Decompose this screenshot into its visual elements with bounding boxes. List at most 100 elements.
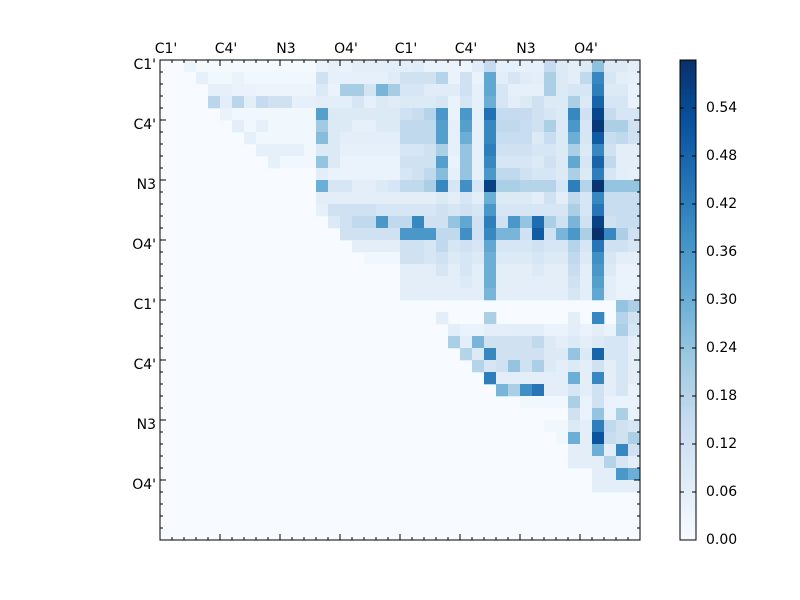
heatmap-cell [616, 60, 629, 73]
heatmap-cell [520, 252, 533, 265]
colorbar-tick-label: 0.54 [706, 100, 737, 116]
heatmap-cell [292, 120, 305, 133]
heatmap-cell [604, 432, 617, 445]
heatmap-cell [460, 108, 473, 121]
heatmap-cell [448, 96, 461, 109]
heatmap-cell [460, 324, 473, 337]
heatmap-cell [340, 228, 353, 241]
x-tick-labels: C1' C4' N3 O4' C1' C4' N3 O4' [155, 41, 598, 57]
heatmap-cell [520, 336, 533, 349]
x-tick-label: C4' [455, 41, 478, 57]
heatmap-cell [520, 180, 533, 193]
heatmap-cell [556, 156, 569, 169]
heatmap-cell [364, 108, 377, 121]
heatmap-cell [484, 312, 497, 325]
heatmap-cell [448, 132, 461, 145]
heatmap-cell [556, 96, 569, 109]
heatmap-cell [580, 444, 593, 457]
heatmap-cell [376, 204, 389, 217]
heatmap-cell [412, 156, 425, 169]
heatmap-cell [580, 132, 593, 145]
heatmap-cell [508, 204, 521, 217]
y-tick-labels: C1' C4' N3 O4' C1' C4' N3 O4' [132, 57, 156, 493]
heatmap-cell [628, 432, 641, 445]
x-tick-label: N3 [276, 41, 295, 57]
heatmap-cell [568, 228, 581, 241]
heatmap-cell [304, 120, 317, 133]
heatmap-cell [604, 480, 617, 493]
heatmap-cell [628, 264, 641, 277]
heatmap-cell [508, 132, 521, 145]
heatmap-cell [520, 384, 533, 397]
heatmap-cell [256, 132, 269, 145]
heatmap-cell [472, 192, 485, 205]
heatmap-cell [316, 132, 329, 145]
heatmap-cell [580, 108, 593, 121]
heatmap-cell [484, 336, 497, 349]
heatmap-cell [388, 168, 401, 181]
heatmap-cell [544, 192, 557, 205]
heatmap-cell [628, 84, 641, 97]
heatmap-cell [592, 276, 605, 289]
heatmap-cell [616, 216, 629, 229]
heatmap-cell [376, 72, 389, 85]
heatmap-cell [568, 108, 581, 121]
heatmap-cell [628, 288, 641, 301]
heatmap-cell [532, 240, 545, 253]
heatmap-cell [400, 96, 413, 109]
heatmap-cell [448, 72, 461, 85]
heatmap-cell [268, 144, 281, 157]
heatmap-cell [508, 60, 521, 73]
heatmap-cell [472, 120, 485, 133]
heatmap-cell [592, 180, 605, 193]
heatmap-cell [448, 180, 461, 193]
heatmap-cell [448, 228, 461, 241]
heatmap-cell [352, 72, 365, 85]
heatmap-cell [556, 132, 569, 145]
heatmap-cell [604, 444, 617, 457]
heatmap-cell [460, 264, 473, 277]
heatmap-cell [532, 168, 545, 181]
heatmap-cell [580, 120, 593, 133]
heatmap-cell [592, 348, 605, 361]
heatmap-cell [532, 144, 545, 157]
heatmap-cell [532, 192, 545, 205]
heatmap-cell [388, 216, 401, 229]
heatmap-cell [448, 108, 461, 121]
heatmap-cell [508, 372, 521, 385]
heatmap-cell [556, 264, 569, 277]
heatmap-cell [484, 60, 497, 73]
heatmap-cell [328, 216, 341, 229]
heatmap-cell [436, 276, 449, 289]
heatmap-cell [496, 204, 509, 217]
heatmap-cell [448, 60, 461, 73]
heatmap-cell [472, 360, 485, 373]
heatmap-cell [616, 240, 629, 253]
heatmap-cell [484, 252, 497, 265]
heatmap-cell [460, 60, 473, 73]
heatmap-cell [436, 144, 449, 157]
y-tick-label: N3 [137, 177, 156, 193]
heatmap-cell [628, 96, 641, 109]
heatmap-cell [520, 132, 533, 145]
heatmap-cell [484, 72, 497, 85]
heatmap-cell [628, 420, 641, 433]
heatmap-cell [460, 216, 473, 229]
heatmap-cell [448, 168, 461, 181]
heatmap-cell [316, 72, 329, 85]
heatmap-cell [352, 240, 365, 253]
heatmap-cell [616, 144, 629, 157]
heatmap-cell [448, 204, 461, 217]
heatmap-cell [472, 60, 485, 73]
heatmap-cell [580, 264, 593, 277]
heatmap-cell [592, 60, 605, 73]
heatmap-cell [508, 336, 521, 349]
heatmap-cell [472, 228, 485, 241]
heatmap-cell [628, 120, 641, 133]
heatmap-cell [628, 216, 641, 229]
heatmap-cell [520, 144, 533, 157]
heatmap-cell [436, 264, 449, 277]
heatmap-cell [544, 108, 557, 121]
heatmap-cell [388, 72, 401, 85]
heatmap-cell [436, 252, 449, 265]
